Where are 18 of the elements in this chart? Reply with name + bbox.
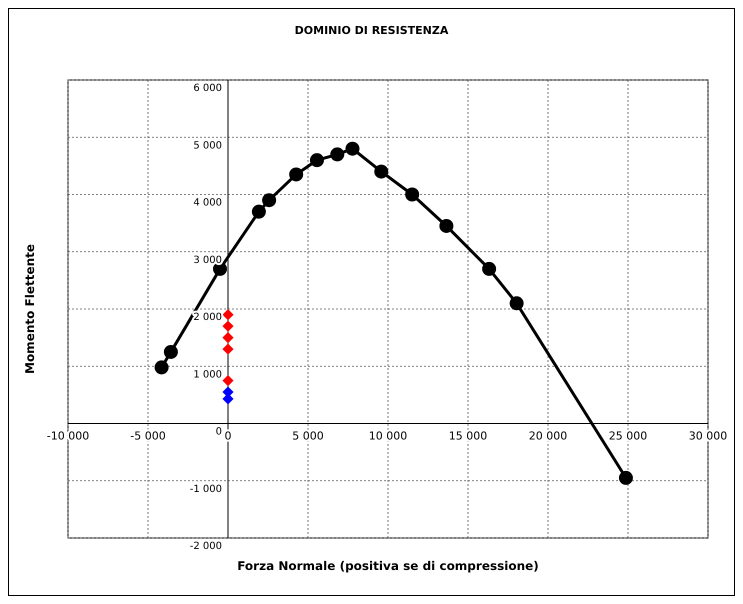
y-tick-label: -2 000 — [190, 541, 222, 552]
y-tick-label: 5 000 — [193, 140, 222, 152]
x-tick-label: 20 000 — [528, 430, 568, 442]
y-tick-label: 2 000 — [193, 312, 222, 323]
x-tick-label: 10 000 — [368, 430, 408, 442]
y-tick-label: 1 000 — [193, 369, 222, 380]
x-tick-label: 25 000 — [608, 430, 648, 442]
y-tick-label: 6 000 — [193, 83, 222, 94]
y-tick-label: 4 000 — [193, 198, 222, 208]
x-tick-label: 15 000 — [448, 430, 488, 442]
x-axis-title: Forza Normale (positiva se di compressione) — [237, 559, 539, 573]
x-tick-label: 5 000 — [292, 430, 324, 442]
y-axis-title: Momento Flettente — [23, 244, 37, 374]
y-tick-label: 3 000 — [193, 254, 222, 266]
x-tick-label: -5 000 — [130, 430, 166, 442]
chart-title: DOMINIO DI RESISTENZA — [294, 24, 449, 37]
x-tick-label: -10 000 — [46, 430, 90, 442]
y-tick-label: -1 000 — [190, 484, 222, 495]
